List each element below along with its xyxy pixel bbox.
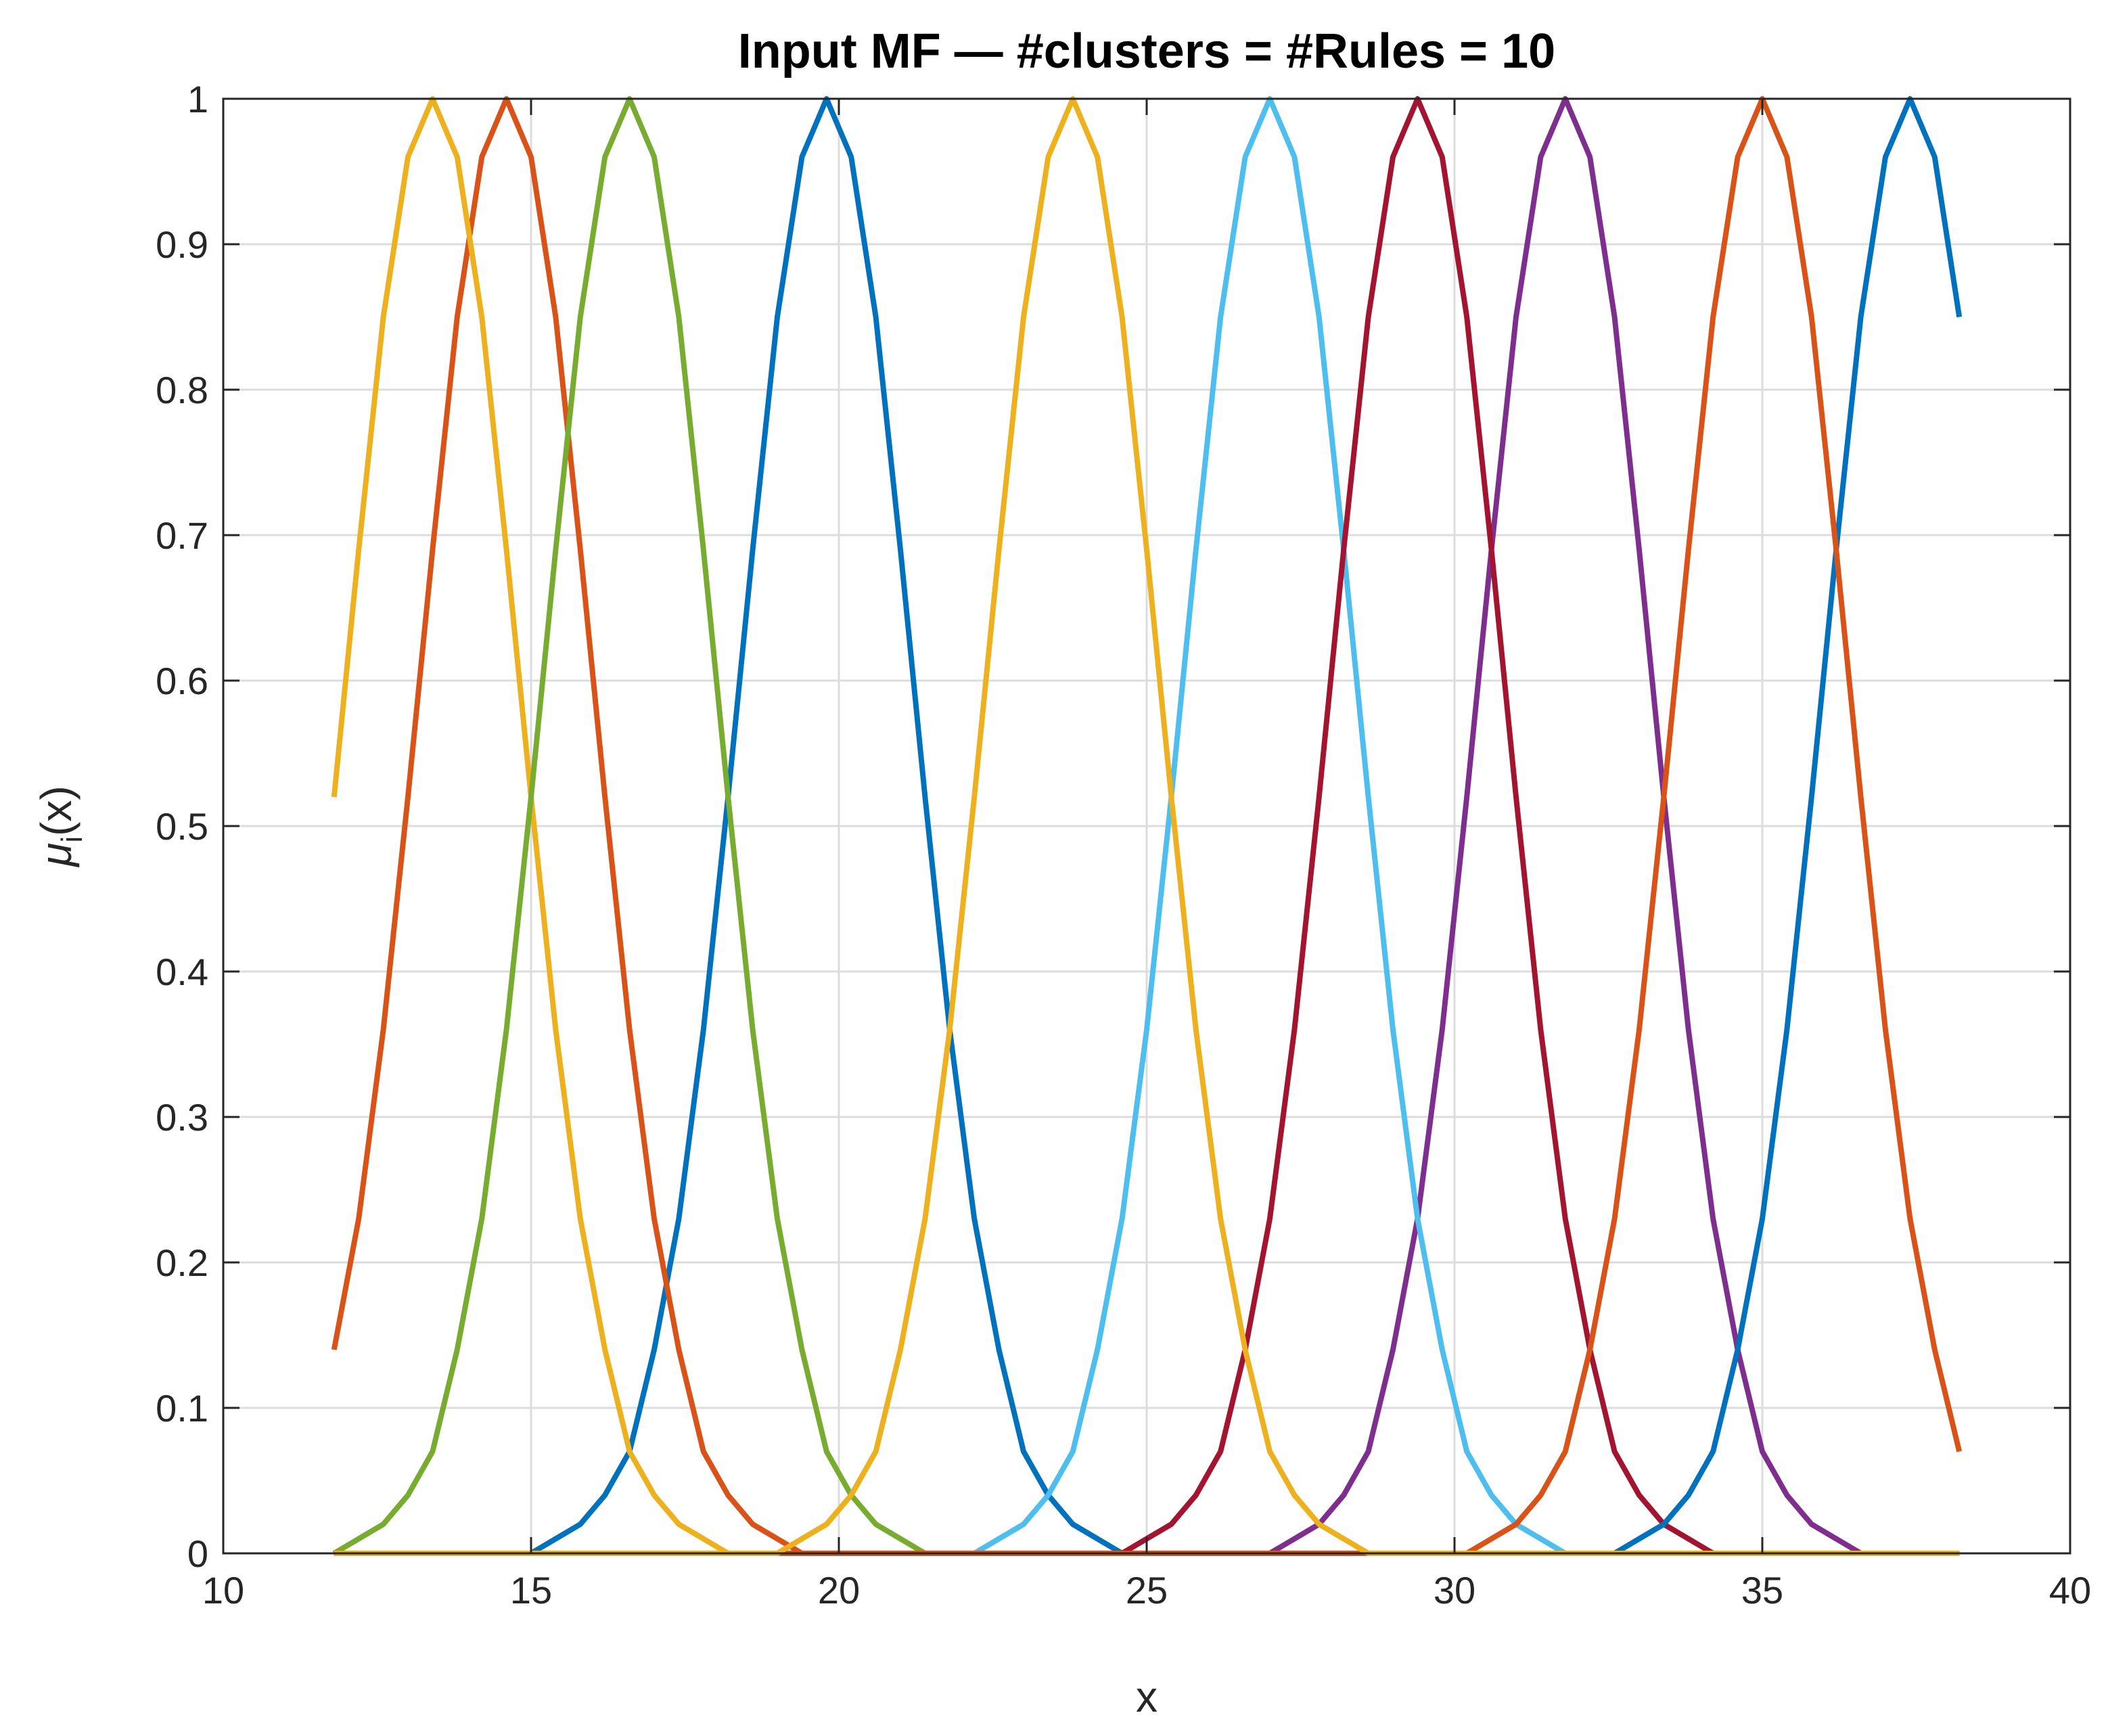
x-tick-label: 35 [1741, 1569, 1783, 1612]
x-tick-label: 10 [202, 1569, 244, 1612]
y-tick-label: 0.5 [156, 805, 208, 848]
y-tick-label: 0.9 [156, 223, 208, 266]
y-tick-label: 1 [187, 78, 208, 120]
chart-title: Input MF — #clusters = #Rules = 10 [738, 24, 1555, 78]
x-tick-label: 40 [2049, 1569, 2091, 1612]
x-axis-label: x [1136, 1672, 1158, 1721]
x-tick-label: 25 [1126, 1569, 1168, 1612]
y-tick-label: 0.3 [156, 1096, 208, 1139]
y-label-rest: (x) [32, 785, 81, 836]
x-tick-label: 30 [1434, 1569, 1475, 1612]
y-tick-label: 0.4 [156, 951, 208, 993]
y-label-symbol: μ [32, 843, 81, 868]
y-tick-label: 0.1 [156, 1387, 208, 1430]
y-label-subscript: i [55, 836, 89, 843]
y-axis-label: μi(x) [32, 785, 89, 867]
ticks: 10 15 20 25 30 35 40 0 0.1 0.2 0.3 0.4 0.5 0.6 0.7 0.8 0… [156, 78, 2091, 1612]
y-tick-label: 0.6 [156, 660, 208, 702]
y-tick-label: 0.2 [156, 1241, 208, 1284]
grid [222, 97, 2071, 1555]
x-tick-label: 20 [818, 1569, 860, 1612]
x-tick-label: 15 [510, 1569, 552, 1612]
y-tick-label: 0.8 [156, 369, 208, 411]
y-tick-label: 0 [187, 1532, 208, 1575]
y-tick-label: 0.7 [156, 514, 208, 557]
